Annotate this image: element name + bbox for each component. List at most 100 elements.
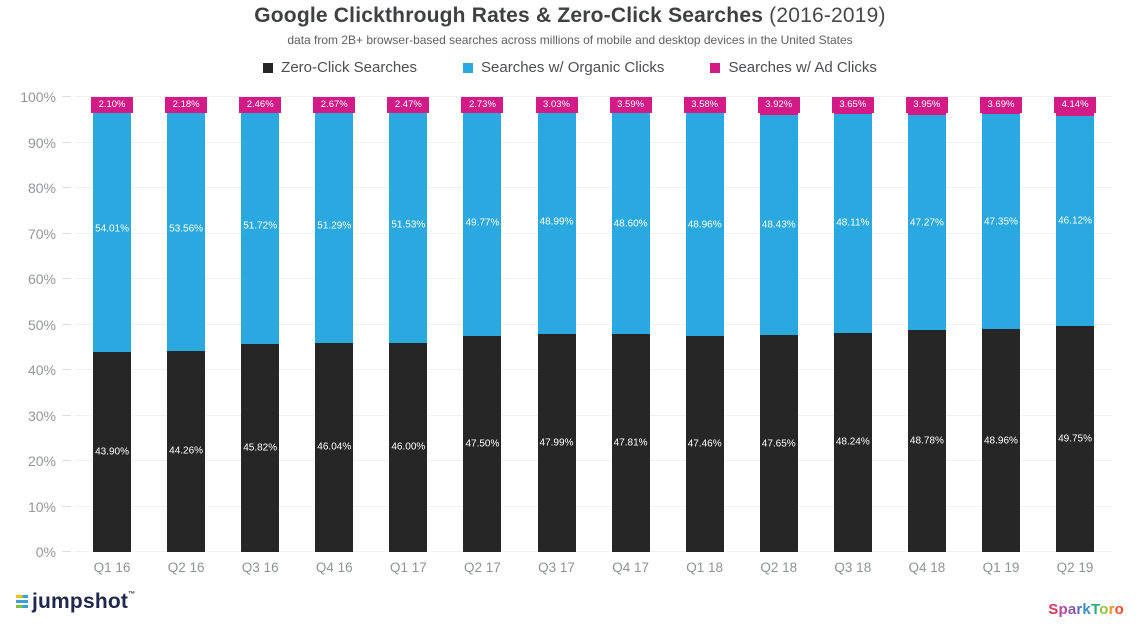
ad-click-value-label: 3.69% — [979, 97, 1022, 113]
organic-click-value-label: 48.11% — [836, 217, 870, 229]
stacked-bar: 45.82% 51.72% 2.46% — [239, 97, 282, 552]
y-axis-tick — [62, 323, 71, 325]
legend-swatch-icon — [463, 62, 474, 73]
stacked-bar: 47.81% 48.60% 3.59% — [609, 97, 652, 552]
bar-column: 47.99% 48.99% 3.03% — [519, 96, 593, 552]
organic-click-value-label: 48.60% — [613, 218, 648, 230]
x-axis-labels: Q1 16 Q2 16 Q3 16 Q4 16 Q1 17 Q2 17 Q3 17 Q4 17… — [75, 560, 1112, 575]
gridline — [75, 187, 1112, 188]
y-axis-label: 30% — [27, 407, 56, 424]
organic-click-value-label: 54.01% — [95, 223, 129, 235]
y-axis-label: 90% — [27, 134, 56, 151]
zero-click-value-label: 47.99% — [539, 437, 574, 449]
x-axis-label: Q2 19 — [1056, 560, 1094, 575]
bar-column: 49.75% 46.12% 4.14% — [1038, 96, 1112, 552]
organic-click-value-label: 46.12% — [1058, 215, 1092, 227]
gridline — [75, 232, 1112, 234]
sparktoro-letter: r — [1108, 601, 1115, 618]
segment-zero-click — [981, 329, 1020, 552]
legend-item: Searches w/ Organic Clicks — [463, 59, 664, 76]
bar-column: 45.82% 51.72% 2.46% — [223, 97, 297, 552]
gridline — [75, 460, 1112, 461]
legend-item: Searches w/ Ad Clicks — [710, 59, 877, 76]
zero-click-value-label: 43.90% — [95, 446, 129, 458]
ad-click-value-label: 2.67% — [313, 97, 356, 113]
stacked-bar: 47.99% 48.99% 3.03% — [535, 96, 578, 552]
stacked-bar: 44.26% 53.56% 2.18% — [165, 97, 208, 552]
x-axis-label: Q4 18 — [908, 560, 946, 575]
gridline — [75, 505, 1112, 507]
x-axis-label: Q4 17 — [612, 560, 649, 575]
y-axis-tick — [62, 96, 71, 97]
segment-zero-click — [315, 342, 354, 552]
organic-click-value-label: 48.43% — [761, 219, 796, 231]
sparktoro-letter: T — [1090, 601, 1100, 618]
segment-zero-click — [759, 335, 798, 552]
zero-click-value-label: 47.81% — [613, 437, 648, 449]
ad-click-value-label: 3.65% — [831, 97, 874, 113]
bar-column: 47.46% 48.96% 3.58% — [668, 97, 742, 552]
y-axis-tick — [62, 369, 71, 370]
zero-click-value-label: 44.26% — [169, 445, 204, 457]
bar-column: 47.81% 48.60% 3.59% — [594, 97, 668, 552]
segment-organic-click — [759, 114, 798, 336]
gridline — [75, 369, 1112, 370]
bar-column: 47.50% 49.77% 2.73% — [445, 97, 519, 552]
x-axis-label: Q1 17 — [389, 560, 427, 575]
y-axis-label: 60% — [27, 271, 56, 287]
jumpshot-logo-text: jumpshot™ — [32, 590, 136, 613]
stacked-bar: 48.24% 48.11% 3.65% — [831, 97, 874, 552]
y-axis-label: 10% — [27, 498, 56, 515]
y-axis-tick — [62, 460, 71, 461]
bar-column: 48.78% 47.27% 3.95% — [890, 97, 964, 552]
y-axis-tick — [62, 232, 71, 234]
zero-click-value-label: 48.78% — [909, 435, 944, 447]
sparktoro-letter: S — [1048, 601, 1059, 618]
gridline — [75, 278, 1112, 279]
stacked-bar: 47.46% 48.96% 3.58% — [683, 97, 726, 552]
segment-organic-click — [315, 109, 354, 343]
chart-title-main: Google Clickthrough Rates & Zero-Click S… — [254, 4, 764, 27]
zero-click-value-label: 47.50% — [465, 438, 500, 450]
sparktoro-letter: o — [1099, 601, 1109, 618]
segment-organic-click — [93, 106, 132, 353]
stacked-bar: 47.50% 49.77% 2.73% — [461, 97, 504, 552]
legend-label: Searches w/ Ad Clicks — [728, 59, 877, 76]
gridline — [75, 414, 1112, 416]
ad-click-value-label: 3.95% — [905, 97, 948, 113]
x-axis-label: Q1 16 — [93, 560, 131, 575]
chart-title-years: (2016-2019) — [763, 4, 886, 27]
bar-column: 44.26% 53.56% 2.18% — [149, 97, 223, 552]
segment-organic-click — [981, 113, 1020, 330]
segment-zero-click — [685, 336, 724, 552]
legend-label: Zero-Click Searches — [281, 59, 418, 76]
zero-click-value-label: 45.82% — [243, 442, 278, 454]
bar-column: 47.65% 48.43% 3.92% — [742, 97, 816, 552]
x-axis-label: Q3 17 — [538, 560, 575, 575]
stacked-bar: 46.04% 51.29% 2.67% — [313, 97, 356, 552]
segment-zero-click — [1056, 325, 1095, 552]
y-axis-tick — [62, 278, 71, 279]
gridline — [75, 551, 1112, 552]
bar-columns: 43.90% 54.01% 2.10% 44.26% 53.56% 2.18% 45.82%… — [75, 96, 1112, 552]
segment-zero-click — [907, 330, 946, 552]
segment-organic-click — [537, 110, 576, 334]
y-axis-tick — [62, 187, 71, 188]
zero-click-value-label: 46.00% — [391, 441, 426, 453]
organic-click-value-label: 48.96% — [687, 219, 722, 231]
stacked-bar: 48.78% 47.27% 3.95% — [905, 97, 948, 552]
zero-click-value-label: 48.24% — [835, 436, 870, 448]
ad-click-value-label: 2.47% — [387, 97, 430, 113]
zero-click-value-label: 47.46% — [687, 438, 722, 450]
sparktoro-letter: o — [1114, 601, 1124, 618]
segment-organic-click — [685, 113, 724, 337]
segment-organic-click — [389, 108, 428, 343]
segment-organic-click — [463, 109, 502, 336]
y-axis-label: 70% — [27, 225, 56, 242]
plot-area: 100% 90% 80% 70% 60% 50% 40% 30% 20% 10% 0% 43.90% 5… — [20, 89, 1112, 560]
legend-item: Zero-Click Searches — [263, 59, 417, 76]
bar-column: 46.00% 51.53% 2.47% — [371, 97, 445, 552]
organic-click-value-label: 49.77% — [465, 217, 500, 229]
bar-column: 46.04% 51.29% 2.67% — [297, 97, 371, 552]
